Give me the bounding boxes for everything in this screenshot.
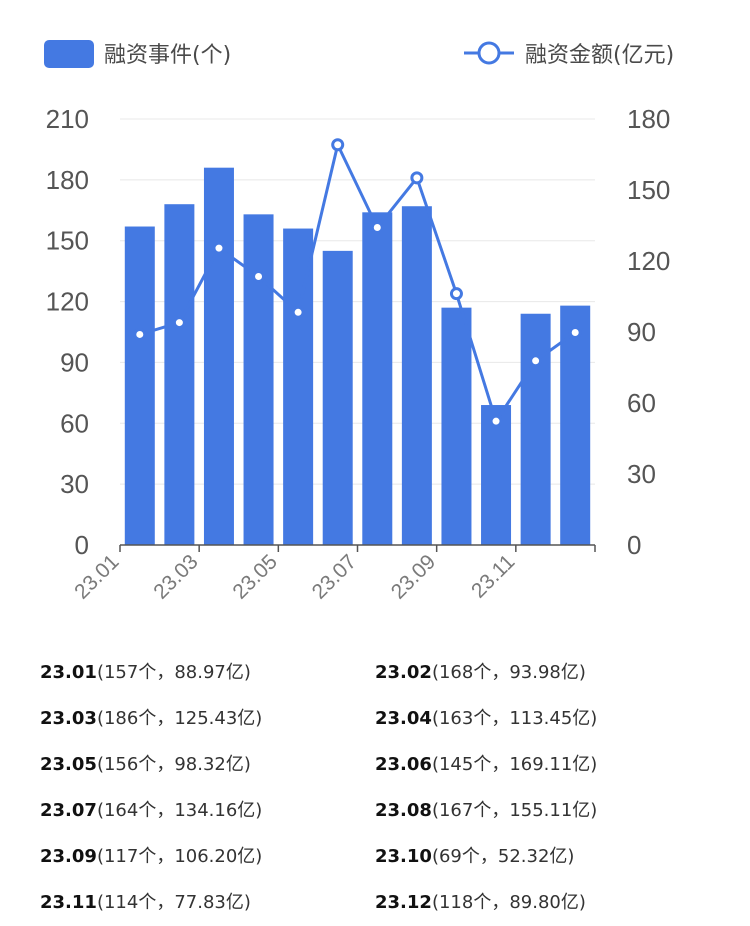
bar-23.04 bbox=[243, 214, 274, 546]
bar-23.12 bbox=[560, 305, 591, 545]
summary-detail: (164个，134.16亿) bbox=[96, 800, 263, 821]
bar-23.01 bbox=[124, 226, 155, 545]
summary-month: 23.04 bbox=[375, 708, 432, 729]
x-axis: 23.01 23.03 23.05 23.07 23.09 23.11 bbox=[70, 544, 596, 604]
line-point-23.06 bbox=[331, 138, 345, 152]
summary-month: 23.07 bbox=[40, 800, 97, 821]
line-point-23.09 bbox=[449, 287, 463, 301]
summary-month: 23.06 bbox=[375, 754, 432, 775]
amount-line bbox=[139, 143, 577, 423]
monthly-summary-list: 23.01(157个，88.97亿) 23.02(168个，93.98亿) 23.0… bbox=[40, 650, 720, 926]
legend-line-marker-icon bbox=[477, 41, 501, 65]
financing-chart: 融资事件(个) 融资金额(亿元) 0 30 60 90 120 150 180 210 0 30… bbox=[44, 40, 674, 604]
right-tick-label: 0 bbox=[627, 530, 641, 560]
left-tick-label: 60 bbox=[60, 408, 89, 438]
summary-item-23.12: 23.12(118个，89.80亿) bbox=[375, 880, 710, 926]
left-tick-label: 150 bbox=[46, 226, 89, 256]
summary-detail: (156个，98.32亿) bbox=[96, 754, 251, 775]
summary-item-23.11: 23.11(114个，77.83亿) bbox=[40, 880, 375, 926]
legend-bar-label: 融资事件(个) bbox=[104, 43, 231, 68]
line-series bbox=[133, 138, 582, 428]
summary-item-23.09: 23.09(117个，106.20亿) bbox=[40, 834, 375, 880]
x-tick-label: 23.11 bbox=[467, 550, 519, 602]
summary-month: 23.08 bbox=[375, 800, 432, 821]
line-point-23.08 bbox=[410, 171, 424, 185]
line-point-23.01 bbox=[133, 327, 147, 341]
summary-detail: (145个，169.11亿) bbox=[431, 754, 598, 775]
x-tick-label: 23.03 bbox=[149, 550, 202, 603]
x-tick-label: 23.07 bbox=[308, 550, 361, 603]
summary-detail: (157个，88.97亿) bbox=[96, 662, 251, 683]
line-point-23.11 bbox=[529, 354, 543, 368]
left-tick-label: 0 bbox=[75, 530, 89, 560]
left-tick-label: 120 bbox=[46, 287, 89, 317]
line-point-23.02 bbox=[172, 316, 186, 330]
summary-detail: (186个，125.43亿) bbox=[96, 708, 263, 729]
summary-detail: (114个，77.83亿) bbox=[96, 892, 251, 913]
x-tick-label: 23.09 bbox=[387, 550, 440, 603]
bar-series bbox=[124, 167, 591, 546]
summary-month: 23.12 bbox=[375, 892, 432, 913]
chart-legend: 融资事件(个) 融资金额(亿元) bbox=[44, 40, 674, 68]
summary-detail: (168个，93.98亿) bbox=[431, 662, 586, 683]
right-tick-label: 120 bbox=[627, 246, 670, 276]
line-point-23.04 bbox=[252, 270, 266, 284]
bar-23.11 bbox=[520, 313, 551, 545]
bar-23.02 bbox=[164, 204, 195, 545]
bar-23.10 bbox=[481, 405, 512, 545]
left-tick-label: 90 bbox=[60, 347, 89, 377]
line-point-23.10 bbox=[489, 414, 503, 428]
line-point-23.03 bbox=[212, 241, 226, 255]
right-tick-label: 30 bbox=[627, 459, 656, 489]
summary-detail: (163个，113.45亿) bbox=[431, 708, 598, 729]
summary-month: 23.03 bbox=[40, 708, 97, 729]
bar-23.06 bbox=[322, 250, 353, 545]
summary-detail: (117个，106.20亿) bbox=[96, 846, 263, 867]
summary-month: 23.09 bbox=[40, 846, 97, 867]
right-tick-label: 60 bbox=[627, 388, 656, 418]
legend-bar-swatch bbox=[44, 40, 94, 68]
summary-month: 23.05 bbox=[40, 754, 97, 775]
left-tick-label: 30 bbox=[60, 469, 89, 499]
summary-item-23.06: 23.06(145个，169.11亿) bbox=[375, 742, 710, 788]
summary-detail: (118个，89.80亿) bbox=[431, 892, 586, 913]
summary-month: 23.01 bbox=[40, 662, 97, 683]
bar-23.05 bbox=[283, 228, 314, 546]
summary-item-23.02: 23.02(168个，93.98亿) bbox=[375, 650, 710, 696]
line-point-23.05 bbox=[291, 305, 305, 319]
summary-item-23.01: 23.01(157个，88.97亿) bbox=[40, 650, 375, 696]
summary-detail: (69个，52.32亿) bbox=[431, 846, 575, 867]
summary-month: 23.02 bbox=[375, 662, 432, 683]
summary-item-23.10: 23.10(69个，52.32亿) bbox=[375, 834, 710, 880]
legend-line-label: 融资金额(亿元) bbox=[525, 43, 674, 68]
bar-23.03 bbox=[203, 167, 234, 545]
x-tick-label: 23.05 bbox=[228, 550, 281, 603]
left-axis: 0 30 60 90 120 150 180 210 bbox=[46, 104, 89, 560]
summary-item-23.03: 23.03(186个，125.43亿) bbox=[40, 696, 375, 742]
summary-month: 23.10 bbox=[375, 846, 432, 867]
summary-item-23.08: 23.08(167个，155.11亿) bbox=[375, 788, 710, 834]
right-tick-label: 90 bbox=[627, 317, 656, 347]
line-point-23.12 bbox=[568, 325, 582, 339]
summary-item-23.04: 23.04(163个，113.45亿) bbox=[375, 696, 710, 742]
right-tick-label: 180 bbox=[627, 104, 670, 134]
left-tick-label: 210 bbox=[46, 104, 89, 134]
summary-item-23.05: 23.05(156个，98.32亿) bbox=[40, 742, 375, 788]
bar-23.09 bbox=[441, 307, 472, 545]
summary-month: 23.11 bbox=[40, 892, 97, 913]
line-point-23.07 bbox=[370, 220, 384, 234]
right-axis: 0 30 60 90 120 150 180 bbox=[627, 104, 670, 560]
summary-item-23.07: 23.07(164个，134.16亿) bbox=[40, 788, 375, 834]
grid-lines bbox=[120, 118, 595, 485]
bar-23.07 bbox=[362, 212, 393, 546]
right-tick-label: 150 bbox=[627, 175, 670, 205]
summary-detail: (167个，155.11亿) bbox=[431, 800, 598, 821]
bar-23.08 bbox=[401, 206, 432, 545]
left-tick-label: 180 bbox=[46, 165, 89, 195]
